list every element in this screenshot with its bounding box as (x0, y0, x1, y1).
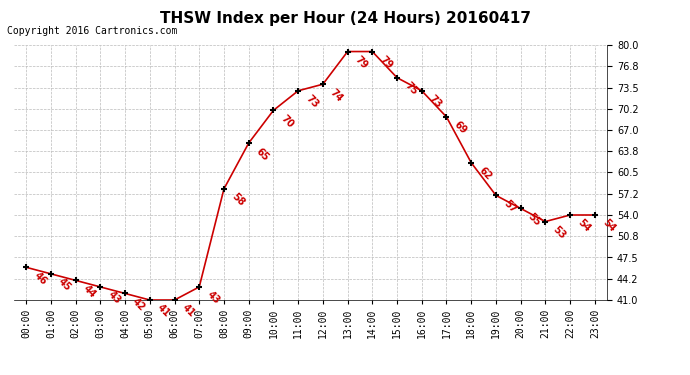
Text: 70: 70 (279, 113, 295, 130)
Text: 46: 46 (32, 270, 48, 287)
Text: 73: 73 (427, 93, 444, 110)
Text: 73: 73 (304, 93, 320, 110)
Text: 41: 41 (155, 303, 172, 320)
Text: 58: 58 (230, 192, 246, 208)
Text: 41: 41 (180, 303, 197, 320)
Text: THSW  (°F): THSW (°F) (576, 10, 632, 18)
Text: 43: 43 (106, 290, 123, 306)
Text: 44: 44 (81, 283, 98, 300)
Text: 54: 54 (600, 218, 617, 234)
Text: 69: 69 (452, 120, 469, 136)
Text: 55: 55 (526, 211, 543, 228)
Text: THSW Index per Hour (24 Hours) 20160417: THSW Index per Hour (24 Hours) 20160417 (159, 11, 531, 26)
Text: Copyright 2016 Cartronics.com: Copyright 2016 Cartronics.com (7, 26, 177, 36)
Text: 45: 45 (57, 277, 73, 293)
Text: 54: 54 (575, 218, 592, 234)
Text: 79: 79 (378, 54, 395, 71)
Text: 75: 75 (402, 81, 420, 97)
Text: 43: 43 (205, 290, 221, 306)
Text: 74: 74 (328, 87, 345, 104)
Text: 57: 57 (502, 198, 518, 215)
Text: 79: 79 (353, 54, 370, 71)
Text: 62: 62 (477, 165, 493, 182)
Text: 53: 53 (551, 224, 568, 241)
Text: 42: 42 (130, 296, 147, 313)
Text: 65: 65 (254, 146, 271, 162)
